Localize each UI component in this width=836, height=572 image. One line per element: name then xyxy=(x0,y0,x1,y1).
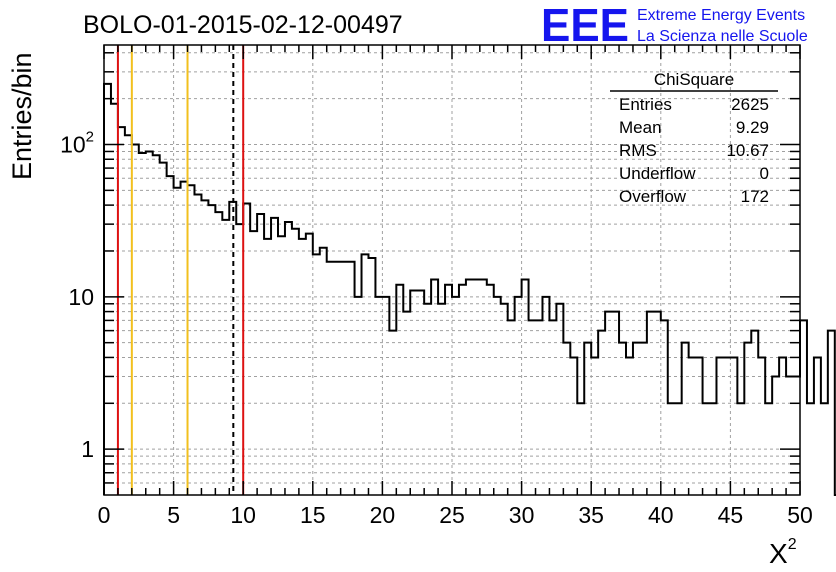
eee-logo: EEE xyxy=(541,0,629,51)
x-tick-label: 45 xyxy=(718,502,744,528)
stats-label: Overflow xyxy=(619,187,687,206)
x-tick-labels: 0 5 10 15 20 25 30 35 40 45 50 xyxy=(98,502,813,528)
stats-value: 0 xyxy=(760,164,769,183)
y-tick-label: 1 xyxy=(81,436,94,462)
x-tick-label: 35 xyxy=(578,502,604,528)
axis-ticks xyxy=(103,45,801,495)
stats-label: Underflow xyxy=(619,164,696,183)
x-tick-label: 5 xyxy=(167,502,180,528)
stats-label: RMS xyxy=(619,141,657,160)
x-tick-label: 0 xyxy=(98,502,111,528)
x-tick-label: 20 xyxy=(370,502,396,528)
stats-value: 9.29 xyxy=(736,118,769,137)
y-tick-label: 10 xyxy=(68,284,94,310)
y-tick-label: 102 xyxy=(60,128,94,157)
x-tick-label: 15 xyxy=(300,502,326,528)
x-tick-label: 40 xyxy=(648,502,674,528)
stats-value: 172 xyxy=(741,187,769,206)
y-axis-title: Entries/bin xyxy=(7,52,37,180)
grid xyxy=(104,45,800,495)
brand-line-2: La Scienza nelle Scuole xyxy=(637,28,808,45)
stats-value: 10.67 xyxy=(726,141,769,160)
y-tick-labels: 1 10 102 xyxy=(60,128,94,462)
stats-box: ChiSquare Entries 2625 Mean 9.29 RMS 10.67 Und… xyxy=(610,70,778,206)
x-tick-label: 10 xyxy=(230,502,256,528)
stats-label: Mean xyxy=(619,118,662,137)
stats-label: Entries xyxy=(619,95,672,114)
x-tick-label: 25 xyxy=(439,502,465,528)
marker-lines xyxy=(116,45,245,495)
x-tick-label: 30 xyxy=(509,502,535,528)
x-axis-title: X2 xyxy=(769,536,797,569)
stats-box-title: ChiSquare xyxy=(654,70,734,89)
x-tick-label: 50 xyxy=(787,502,813,528)
stats-value: 2625 xyxy=(731,95,769,114)
chart-title: BOLO-01-2015-02-12-00497 xyxy=(83,11,403,39)
brand-line-1: Extreme Energy Events xyxy=(637,7,805,24)
